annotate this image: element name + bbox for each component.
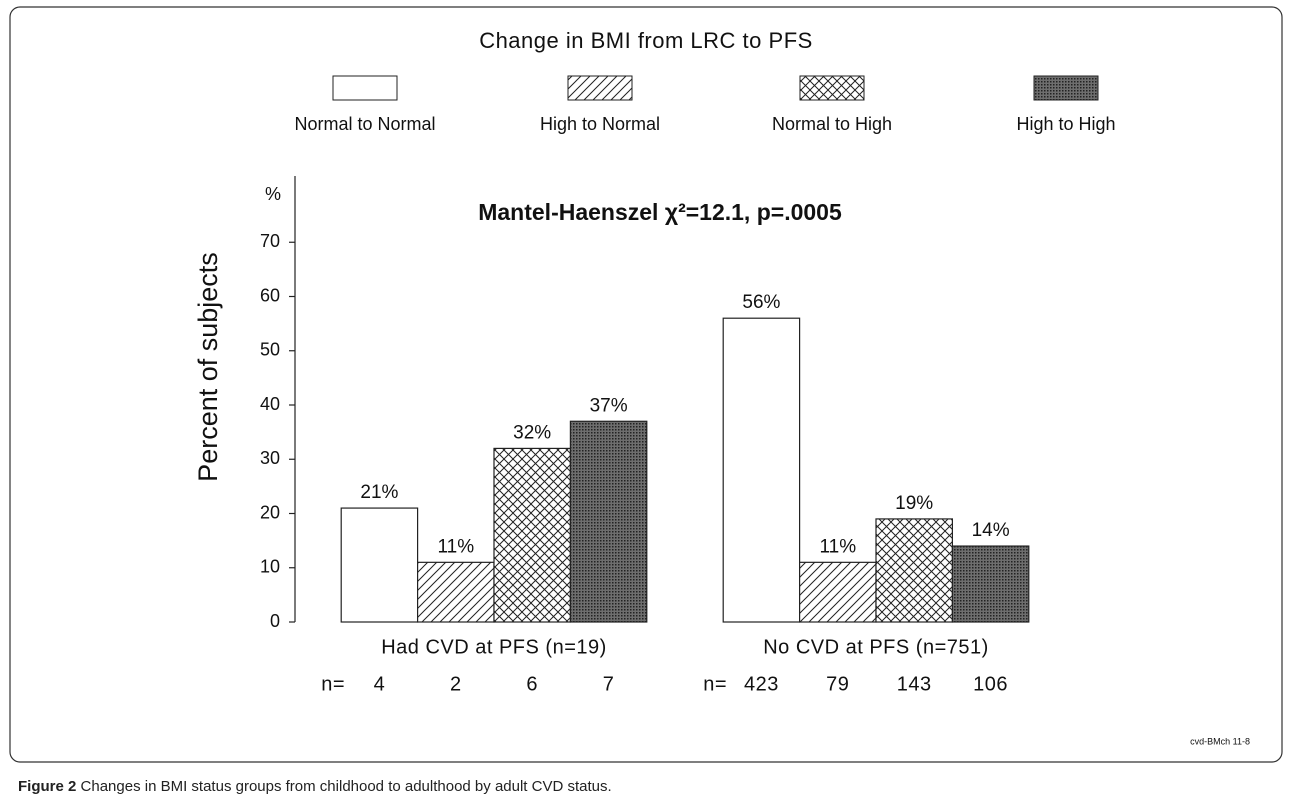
n-count: 7: [603, 673, 615, 695]
legend-swatch: [1033, 75, 1099, 101]
figure-frame: [9, 6, 1283, 763]
y-axis-label: Percent of subjects: [193, 252, 223, 482]
n-count: 143: [897, 673, 932, 695]
legend-swatch: [799, 75, 865, 101]
legend-label: Normal to High: [772, 114, 892, 134]
caption-text: Changes in BMI status groups from childh…: [81, 778, 612, 795]
value-label: 11%: [819, 536, 856, 557]
y-tick-label: 60: [260, 285, 280, 305]
value-label: 11%: [437, 536, 474, 557]
bar: [340, 507, 419, 623]
n-label: n=: [321, 673, 345, 695]
y-tick-label: 10: [260, 557, 280, 577]
bar: [569, 420, 648, 623]
y-tick-label: 50: [260, 340, 280, 360]
legend-swatch: [332, 75, 398, 101]
caption: Figure 2 Changes in BMI status groups fr…: [18, 778, 612, 795]
n-count: 6: [526, 673, 538, 695]
legend-swatch: [567, 75, 633, 101]
footer-code: cvd-BMch 11-8: [1190, 736, 1250, 746]
value-label: 19%: [895, 493, 933, 514]
y-tick-label: 40: [260, 394, 280, 414]
value-label: 21%: [360, 482, 398, 503]
legend-label: High to Normal: [540, 114, 660, 134]
y-tick-label: 20: [260, 502, 280, 522]
bar: [493, 447, 572, 623]
n-count: 423: [744, 673, 779, 695]
y-tick-label: 30: [260, 448, 280, 468]
legend-label: High to High: [1016, 114, 1115, 134]
n-count: 2: [450, 673, 462, 695]
value-label: 32%: [513, 422, 551, 443]
legend-label: Normal to Normal: [294, 114, 435, 134]
y-tick-label: 0: [270, 611, 280, 631]
bar: [951, 545, 1030, 623]
y-tick-label: 70: [260, 231, 280, 251]
bar: [722, 317, 801, 623]
n-count: 79: [826, 673, 849, 695]
x-tick-label: Had CVD at PFS (n=19): [381, 636, 607, 658]
y-unit-label: %: [265, 184, 281, 204]
value-label: 14%: [972, 520, 1010, 541]
value-label: 56%: [742, 292, 780, 313]
chart-title: Change in BMI from LRC to PFS: [479, 28, 813, 53]
n-count: 4: [374, 673, 386, 695]
n-count: 106: [973, 673, 1008, 695]
caption-label: Figure 2: [18, 778, 76, 795]
x-tick-label: No CVD at PFS (n=751): [763, 636, 989, 658]
bar: [798, 561, 877, 623]
n-label: n=: [703, 673, 727, 695]
bar: [417, 561, 495, 623]
annotation: Mantel-Haenszel χ²=12.1, p=.0005: [478, 199, 842, 225]
bar: [875, 518, 954, 623]
value-label: 37%: [590, 395, 628, 416]
